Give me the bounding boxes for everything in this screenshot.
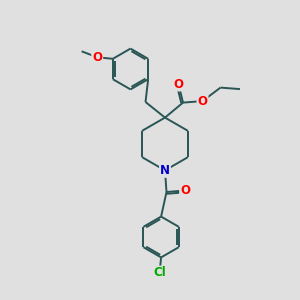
Text: O: O [173, 77, 184, 91]
Text: N: N [160, 164, 170, 177]
Text: O: O [92, 51, 102, 64]
Text: O: O [180, 184, 190, 197]
Text: Cl: Cl [153, 266, 166, 280]
Text: O: O [197, 94, 208, 108]
